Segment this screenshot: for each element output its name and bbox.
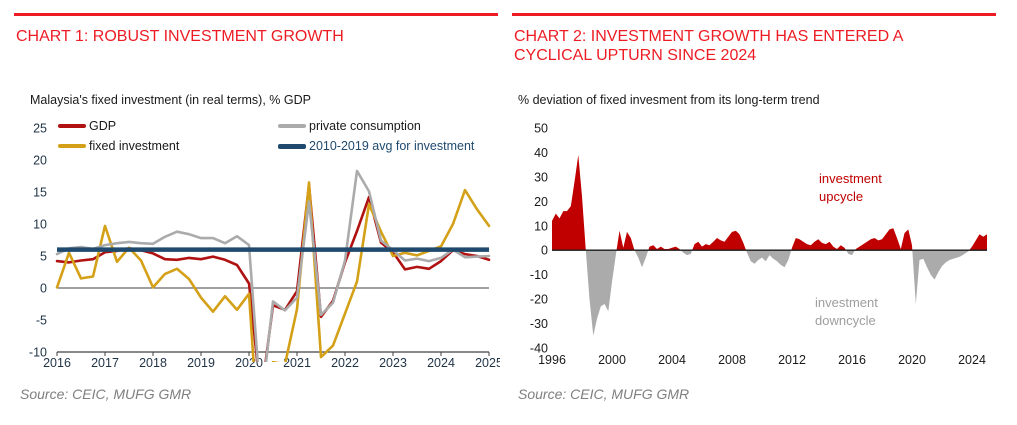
chart1-x-tick-label: 2018	[139, 356, 167, 370]
chart1-x-tick-label: 2020	[235, 356, 263, 370]
downcycle-annotation: investment downcycle	[815, 294, 878, 330]
gdp-legend-swatch	[58, 124, 86, 128]
legend-item-fixed-investment: fixed investment	[58, 138, 179, 154]
chart1-source: Source: CEIC, MUFG GMR	[20, 386, 192, 402]
chart2-panel: CHART 2: INVESTMENT GROWTH HAS ENTERED A…	[512, 0, 998, 425]
legend-item-avg-investment: 2010-2019 avg for investment	[278, 138, 474, 154]
chart2-y-tick-label: 40	[534, 146, 548, 160]
avg-investment-legend-label: 2010-2019 avg for investment	[309, 139, 475, 153]
chart2-y-tick-label: 20	[534, 195, 548, 209]
downcycle-annotation-line: investment	[815, 295, 878, 310]
chart1-y-tick-label: 5	[40, 250, 47, 264]
chart1-x-tick-label: 2021	[283, 356, 311, 370]
chart2-plot-area: -40 -30 -20 -10 0 10 20 30 40 50 1996 2000 2004 2008 2…	[530, 122, 987, 367]
legend-item-gdp: GDP	[58, 118, 116, 134]
chart2-x-tick-label: 1996	[538, 353, 566, 367]
chart2-y-tick-label: -40	[530, 342, 548, 356]
chart2-y-tick-label: -20	[530, 293, 548, 307]
chart2-y-tick-label: -10	[530, 268, 548, 282]
fixed-investment-legend-label: fixed investment	[89, 139, 180, 153]
chart1-x-tick-label: 2022	[331, 356, 359, 370]
chart2-x-tick-label: 2000	[598, 353, 626, 367]
chart1-y-tick-label: -5	[36, 314, 47, 328]
chart1-y-tick-label: 25	[33, 122, 47, 136]
chart2-x-tick-label: 2024	[958, 353, 986, 367]
private-consumption-line	[55, 169, 491, 362]
chart1-x-tick-label: 2023	[379, 356, 407, 370]
private-consumption-legend-swatch	[278, 124, 306, 128]
chart2-x-tick-label: 2004	[658, 353, 686, 367]
downcycle-area	[585, 250, 970, 336]
chart1-title: CHART 1: ROBUST INVESTMENT GROWTH	[16, 28, 344, 45]
chart2-y-tick-label: -30	[530, 317, 548, 331]
chart1-x-tick-label: 2016	[43, 356, 71, 370]
chart2-y-tick-label: 0	[541, 244, 548, 258]
chart2-x-tick-label: 2008	[718, 353, 746, 367]
fixed-investment-line	[55, 181, 491, 362]
upcycle-area	[552, 154, 987, 251]
chart2-x-tick-label: 2020	[898, 353, 926, 367]
fixed-investment-legend-swatch	[58, 144, 86, 148]
gdp-legend-label: GDP	[89, 119, 117, 133]
chart2-subtitle: % deviation of fixed invesment from its …	[518, 93, 820, 107]
chart1-x-tick-label: 2024	[427, 356, 455, 370]
chart1-top-rule	[14, 13, 498, 16]
downcycle-annotation-line: downcycle	[815, 313, 876, 328]
legend-item-private-consumption: private consumption	[278, 118, 421, 134]
chart2-y-tick-label: 30	[534, 170, 548, 184]
chart1-y-tick-label: 20	[33, 154, 47, 168]
upcycle-annotation: investment upcycle	[819, 170, 882, 206]
chart2-x-tick-label: 2012	[778, 353, 806, 367]
chart1-x-tick-label: 2019	[187, 356, 215, 370]
chart2-source: Source: CEIC, MUFG GMR	[518, 386, 690, 402]
chart1-subtitle: Malaysia's fixed investment (in real ter…	[30, 93, 311, 107]
chart2-title: CHART 2: INVESTMENT GROWTH HAS ENTERED A…	[514, 28, 903, 64]
chart1-y-tick-label: 0	[40, 282, 47, 296]
chart1-y-tick-label: 15	[33, 186, 47, 200]
chart1-y-tick-label: 10	[33, 218, 47, 232]
chart1-panel: CHART 1: ROBUST INVESTMENT GROWTH Malays…	[14, 0, 500, 425]
chart1-x-tick-label: 2017	[91, 356, 119, 370]
chart1-x-tick-label: 2025	[475, 356, 500, 370]
upcycle-annotation-line: upcycle	[819, 189, 864, 204]
upcycle-annotation-line: investment	[819, 171, 882, 186]
private-consumption-legend-label: private consumption	[309, 119, 421, 133]
chart1-y-tick-label: -10	[29, 346, 47, 360]
chart2-y-tick-label: 50	[534, 122, 548, 136]
chart2-top-rule	[512, 13, 996, 16]
gdp-line	[55, 183, 491, 362]
avg-investment-legend-swatch	[278, 143, 306, 149]
chart2-y-tick-label: 10	[534, 219, 548, 233]
chart2-x-tick-label: 2016	[838, 353, 866, 367]
